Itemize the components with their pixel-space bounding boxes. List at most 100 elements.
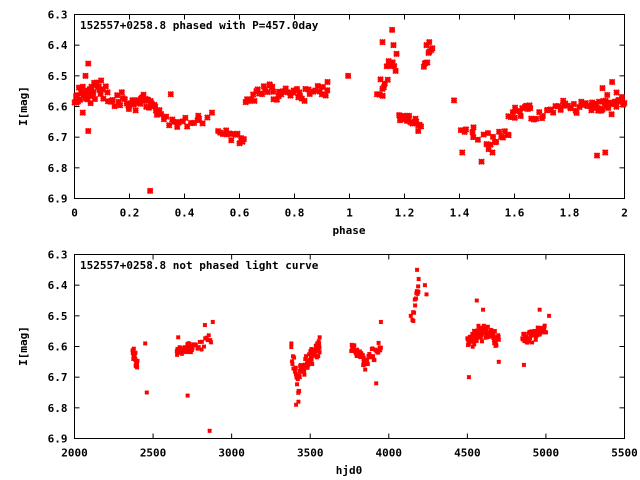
data-point [573, 109, 580, 117]
data-point [226, 130, 233, 137]
data-point [605, 104, 612, 112]
data-point [469, 128, 476, 136]
data-point [308, 348, 313, 354]
data-point [302, 372, 307, 377]
data-point [470, 133, 477, 141]
data-point [613, 89, 620, 96]
data-point [229, 130, 236, 138]
data-point [317, 345, 322, 351]
data-point [392, 67, 399, 75]
x-tick-label: 5000 [533, 447, 560, 460]
data-point [476, 323, 481, 329]
data-point [293, 402, 299, 408]
data-point [289, 341, 294, 346]
data-point [282, 85, 289, 92]
data-point [420, 63, 428, 70]
data-point [472, 331, 478, 337]
data-point [195, 115, 203, 122]
data-point [85, 92, 93, 100]
data-point [93, 79, 101, 86]
data-point [270, 96, 277, 103]
data-point [362, 367, 368, 372]
data-point [377, 348, 383, 353]
x-axis-label: hjd0 [336, 464, 363, 477]
data-point [236, 140, 243, 147]
data-point [85, 127, 92, 135]
data-point [388, 26, 396, 34]
chart-phased: 0 0.2 0.4 0.6 0.8 1 1.2 1.4 1.6 1.8 2 6.3 6.4 6.5 6.6… [17, 9, 628, 238]
x-tick-label: 1.8 [560, 207, 580, 220]
data-point [360, 352, 366, 358]
data-point [393, 50, 400, 58]
data-point [593, 152, 601, 159]
data-point [237, 134, 245, 142]
data-point [289, 344, 294, 350]
data-point [179, 118, 187, 125]
x-tick-labels: 2000 2500 3000 3500 4000 4500 5000 5500 [61, 447, 638, 460]
data-point [466, 341, 472, 346]
data-point [603, 91, 611, 99]
data-point [602, 97, 609, 105]
data-point [466, 374, 472, 380]
data-point [285, 89, 293, 96]
data-point [269, 83, 276, 91]
data-point [76, 96, 84, 104]
data-point [395, 111, 403, 119]
y-tick-label: 6.4 [48, 279, 68, 292]
data-point [426, 38, 433, 46]
data-point [185, 393, 190, 398]
data-point [254, 86, 261, 93]
data-point [207, 337, 213, 343]
data-point [98, 86, 106, 93]
data-point [608, 78, 616, 86]
data-point [383, 63, 391, 70]
plot-frame [74, 254, 625, 439]
data-point [511, 104, 519, 111]
x-tick-label: 0.6 [230, 207, 250, 220]
data-point [314, 82, 321, 90]
x-tick-label: 0.8 [285, 207, 305, 220]
data-point [222, 127, 230, 134]
data-point [479, 332, 485, 337]
data-point [165, 122, 173, 129]
y-tick-label: 6.9 [48, 193, 68, 206]
data-point [125, 105, 133, 113]
data-point [131, 346, 137, 352]
data-point [613, 103, 620, 111]
data-point [195, 112, 202, 119]
data-point [95, 83, 103, 90]
data-point [324, 78, 331, 86]
data-point [296, 89, 303, 96]
data-point [296, 399, 301, 404]
data-point [415, 291, 420, 297]
data-point [350, 346, 356, 351]
data-point [87, 99, 94, 107]
data-point [487, 141, 494, 148]
x-tick-label: 1.4 [450, 207, 470, 220]
x-tick-label: 4000 [376, 447, 403, 460]
data-point [109, 96, 116, 104]
data-point [130, 101, 138, 108]
data-point [219, 130, 227, 138]
data-point [372, 357, 377, 363]
data-point [474, 338, 480, 344]
data-point [292, 369, 298, 375]
data-point [429, 45, 436, 52]
data-point [511, 114, 519, 121]
data-point [132, 354, 137, 359]
data-point [201, 344, 207, 349]
data-point [478, 335, 484, 340]
data-point [133, 357, 138, 363]
data-point [474, 136, 482, 143]
data-point [294, 381, 300, 387]
data-point [507, 113, 514, 121]
data-point [546, 313, 552, 319]
data-point [137, 100, 144, 108]
data-point [485, 324, 491, 330]
data-point [415, 284, 421, 289]
x-tick-label: 1 [346, 207, 353, 220]
data-point [316, 339, 321, 344]
data-point [501, 128, 509, 135]
x-axis-label: phase [332, 224, 365, 237]
data-point [595, 98, 603, 105]
